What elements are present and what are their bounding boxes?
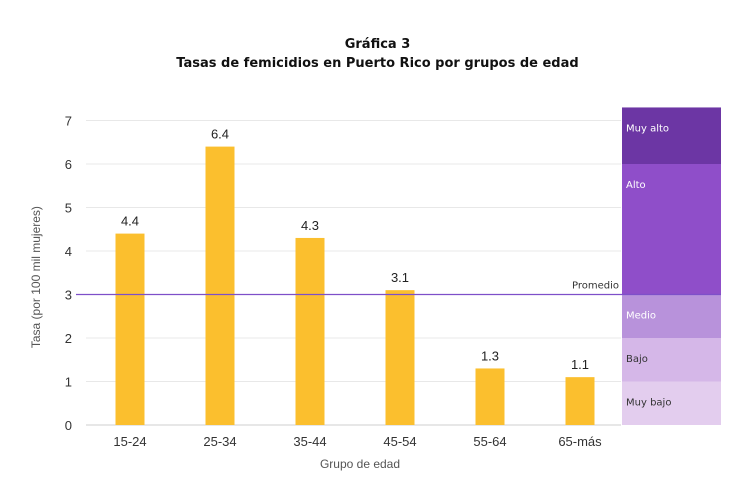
- level-band-label: Bajo: [626, 354, 648, 365]
- x-tick-label: 25-34: [203, 434, 236, 449]
- average-line-group: Promedio: [76, 281, 721, 296]
- x-tick-label: 55-64: [473, 434, 506, 449]
- bar: [295, 237, 325, 425]
- average-label: Promedio: [572, 281, 619, 292]
- level-band: [622, 338, 721, 382]
- y-tick-label: 1: [65, 375, 72, 390]
- y-tick-label: 5: [65, 201, 72, 216]
- gridlines: [86, 120, 621, 426]
- level-band: [622, 107, 721, 164]
- bar-value-label: 1.1: [571, 357, 589, 372]
- y-tick-label: 0: [65, 418, 72, 433]
- x-tick-label: 45-54: [383, 434, 416, 449]
- bar-value-label: 3.1: [391, 270, 409, 285]
- level-band-label: Muy bajo: [626, 398, 671, 409]
- bar: [475, 368, 505, 425]
- bar: [565, 377, 595, 425]
- x-tick-labels: 15-24 25-34 35-44 45-54 55-64 65-más: [113, 434, 602, 449]
- y-axis-title: Tasa (por 100 mil mujeres): [29, 206, 43, 348]
- level-band: [622, 294, 721, 338]
- y-tick-label: 2: [65, 331, 72, 346]
- bar: [115, 233, 145, 425]
- x-tick-label: 35-44: [293, 434, 326, 449]
- level-bands: Muy bajo Bajo Medio Alto Muy alto: [622, 107, 721, 425]
- level-band: [622, 381, 721, 425]
- bar: [385, 290, 415, 425]
- level-band: [622, 164, 721, 295]
- y-tick-label: 3: [65, 288, 72, 303]
- y-tick-label: 7: [65, 114, 72, 129]
- bar: [205, 146, 235, 425]
- y-tick-label: 6: [65, 157, 72, 172]
- level-band-label: Alto: [626, 180, 646, 191]
- x-axis-title: Grupo de edad: [320, 457, 400, 471]
- x-tick-label: 15-24: [113, 434, 146, 449]
- bar-value-label: 6.4: [211, 127, 229, 142]
- x-tick-label: 65-más: [558, 434, 602, 449]
- chart-subtitle: Tasas de femicidios en Puerto Rico por g…: [176, 56, 579, 71]
- bar-value-label: 4.3: [301, 218, 319, 233]
- bar-value-label: 4.4: [121, 214, 139, 229]
- chart-title: Gráfica 3: [344, 37, 411, 52]
- level-band-label: Muy alto: [626, 123, 669, 134]
- bar-value-label: 1.3: [481, 348, 499, 363]
- y-tick-label: 4: [65, 244, 72, 259]
- bars: 4.4 6.4 4.3 3.1 1.3 1.1: [115, 127, 595, 425]
- level-band-label: Medio: [626, 311, 656, 322]
- y-tick-labels: 0 1 2 3 4 5 6 7: [65, 114, 72, 434]
